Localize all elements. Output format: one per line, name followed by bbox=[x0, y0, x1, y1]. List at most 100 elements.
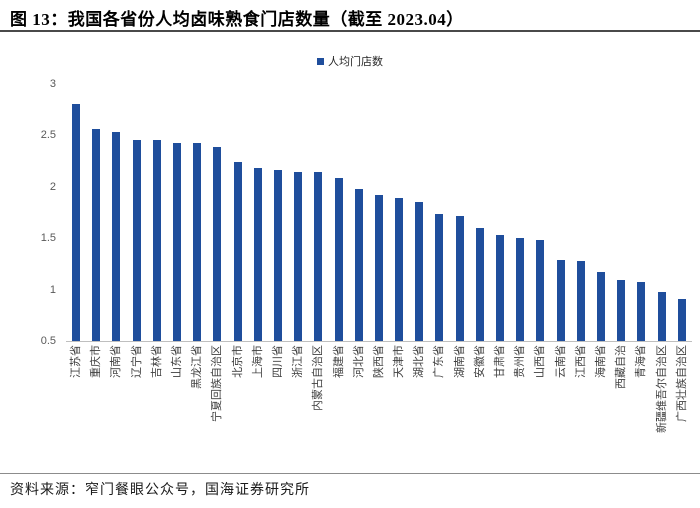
bar-slot bbox=[389, 84, 409, 341]
bar bbox=[233, 162, 242, 341]
x-axis-category-label: 重庆市 bbox=[90, 345, 103, 378]
bar bbox=[677, 298, 686, 341]
x-axis-category-label: 福建省 bbox=[332, 345, 345, 378]
x-axis-label-slot: 河北省 bbox=[349, 345, 369, 473]
bar-series bbox=[66, 84, 692, 341]
title-divider bbox=[0, 30, 700, 32]
source-divider bbox=[0, 473, 700, 474]
bar-slot bbox=[66, 84, 86, 341]
y-axis-tick-label: 3 bbox=[49, 78, 56, 90]
source-note: 资料来源：窄门餐眼公众号，国海证券研究所 bbox=[10, 483, 310, 498]
x-axis-label-slot: 云南省 bbox=[551, 345, 571, 473]
x-axis-category-label: 新疆维吾尔自治区 bbox=[655, 345, 668, 433]
bar-slot bbox=[409, 84, 429, 341]
bar bbox=[637, 282, 646, 341]
x-axis-category-labels: 江苏省 重庆市 河南省 辽宁省 吉林省 山东省 黑龙江省 宁夏回族自治区 北京市 上海市 四川省 浙江… bbox=[66, 345, 692, 473]
bar-slot bbox=[349, 84, 369, 341]
x-axis-category-label: 宁夏回族自治区 bbox=[211, 345, 224, 422]
figure-title: 图 13：我国各省份人均卤味熟食门店数量（截至 2023.04） bbox=[10, 10, 464, 29]
bar-slot bbox=[187, 84, 207, 341]
x-axis-label-slot: 宁夏回族自治区 bbox=[207, 345, 227, 473]
bar-slot bbox=[591, 84, 611, 341]
x-axis-category-label: 西藏自治 bbox=[615, 345, 628, 389]
x-axis-category-label: 黑龙江省 bbox=[191, 345, 204, 389]
x-axis-category-label: 贵州省 bbox=[514, 345, 527, 378]
x-axis-label-slot: 浙江省 bbox=[288, 345, 308, 473]
bar-slot bbox=[530, 84, 550, 341]
bar bbox=[556, 259, 565, 341]
bar bbox=[415, 202, 424, 341]
x-axis-label-slot: 黑龙江省 bbox=[187, 345, 207, 473]
bar-slot bbox=[288, 84, 308, 341]
bar bbox=[253, 168, 262, 341]
bar bbox=[516, 238, 525, 341]
bar-slot bbox=[86, 84, 106, 341]
x-axis-category-label: 辽宁省 bbox=[130, 345, 143, 378]
x-axis-category-label: 陕西省 bbox=[372, 345, 385, 378]
bar-slot bbox=[147, 84, 167, 341]
x-axis-label-slot: 贵州省 bbox=[510, 345, 530, 473]
bar-slot bbox=[672, 84, 692, 341]
x-axis-category-label: 广东省 bbox=[433, 345, 446, 378]
bar bbox=[657, 291, 666, 341]
bar bbox=[374, 195, 383, 341]
x-axis-label-slot: 吉林省 bbox=[147, 345, 167, 473]
x-axis-label-slot: 安徽省 bbox=[470, 345, 490, 473]
x-axis-category-label: 山西省 bbox=[534, 345, 547, 378]
bar-slot bbox=[228, 84, 248, 341]
y-axis-tick-label: 2 bbox=[49, 180, 56, 193]
x-axis-category-label: 河北省 bbox=[352, 345, 365, 378]
y-axis: 3 2.5 2 1.5 1 0.5 bbox=[0, 78, 60, 347]
x-axis-category-label: 甘肃省 bbox=[494, 345, 507, 378]
bar bbox=[334, 177, 343, 341]
bar bbox=[475, 227, 484, 341]
y-axis-tick-label: 0.5 bbox=[40, 335, 56, 347]
x-axis-label-slot: 北京市 bbox=[228, 345, 248, 473]
x-axis-label-slot: 广东省 bbox=[429, 345, 449, 473]
x-axis-category-label: 湖南省 bbox=[453, 345, 466, 378]
x-axis-label-slot: 陕西省 bbox=[369, 345, 389, 473]
bar bbox=[294, 172, 303, 341]
bar bbox=[314, 172, 323, 341]
bar-slot bbox=[328, 84, 348, 341]
x-axis-label-slot: 山西省 bbox=[530, 345, 550, 473]
bar bbox=[395, 198, 404, 341]
x-axis-category-label: 山东省 bbox=[171, 345, 184, 378]
x-axis-label-slot: 海南省 bbox=[591, 345, 611, 473]
x-axis-category-label: 天津市 bbox=[393, 345, 406, 378]
bar bbox=[435, 213, 444, 341]
x-axis-category-label: 内蒙古自治区 bbox=[312, 345, 325, 411]
legend-label: 人均门店数 bbox=[328, 56, 383, 68]
bar-chart-plot-area bbox=[66, 84, 692, 342]
x-axis-category-label: 江苏省 bbox=[70, 345, 83, 378]
x-axis-label-slot: 广西壮族自治区 bbox=[672, 345, 692, 473]
x-axis-category-label: 海南省 bbox=[594, 345, 607, 378]
bar bbox=[455, 215, 464, 341]
x-axis-label-slot: 重庆市 bbox=[86, 345, 106, 473]
y-axis-tick-label: 1 bbox=[49, 283, 56, 296]
x-axis-label-slot: 湖北省 bbox=[409, 345, 429, 473]
bar-slot bbox=[248, 84, 268, 341]
bar-slot bbox=[369, 84, 389, 341]
bar-slot bbox=[429, 84, 449, 341]
x-axis-label-slot: 福建省 bbox=[328, 345, 348, 473]
bar bbox=[152, 139, 161, 341]
bar bbox=[596, 272, 605, 341]
x-axis-category-label: 江西省 bbox=[574, 345, 587, 378]
bar bbox=[273, 170, 282, 341]
bar bbox=[354, 188, 363, 341]
y-axis-tick-label: 1.5 bbox=[40, 232, 56, 245]
bar-slot bbox=[631, 84, 651, 341]
x-axis-label-slot: 新疆维吾尔自治区 bbox=[651, 345, 671, 473]
bar-slot bbox=[308, 84, 328, 341]
bar-slot bbox=[651, 84, 671, 341]
bar bbox=[213, 146, 222, 341]
bar-slot bbox=[207, 84, 227, 341]
bar-slot bbox=[268, 84, 288, 341]
x-axis-label-slot: 内蒙古自治区 bbox=[308, 345, 328, 473]
x-axis-label-slot: 江西省 bbox=[571, 345, 591, 473]
bar-slot bbox=[127, 84, 147, 341]
bar bbox=[536, 240, 545, 341]
bar-slot bbox=[490, 84, 510, 341]
bar-slot bbox=[611, 84, 631, 341]
